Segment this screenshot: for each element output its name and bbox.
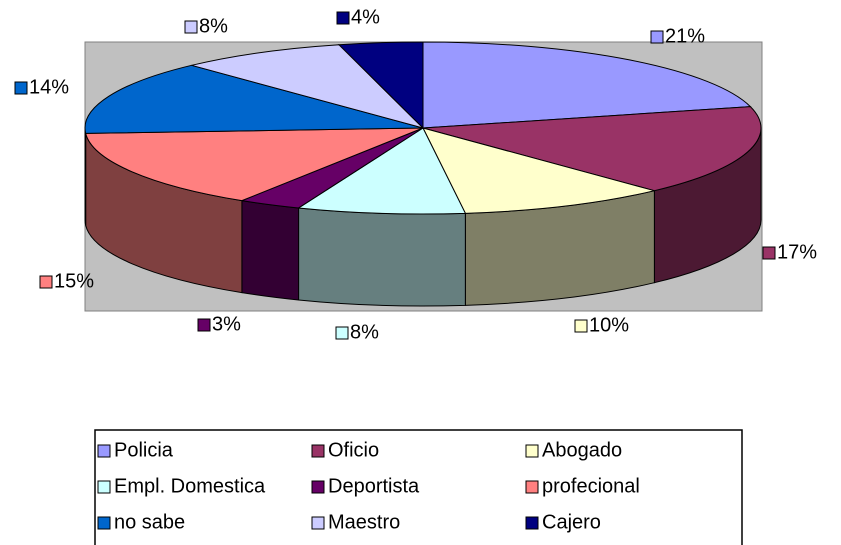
legend-label: Empl. Domestica: [114, 475, 266, 497]
legend-key: [311, 480, 325, 494]
legend-key: [97, 444, 111, 458]
data-label: 3%: [212, 313, 241, 335]
legend-key: [97, 480, 111, 494]
legend-label: Deportista: [328, 475, 420, 497]
legend-key: [97, 516, 111, 530]
legend: [94, 429, 743, 545]
legend-key: [525, 480, 539, 494]
legend-key: [525, 444, 539, 458]
legend-key: [311, 444, 325, 458]
label-key: [197, 318, 211, 332]
label-key: [14, 81, 28, 95]
data-label: 8%: [199, 15, 228, 37]
data-label: 17%: [777, 241, 817, 263]
slice: [84, 64, 424, 134]
data-label: 15%: [54, 270, 94, 292]
label-key: [335, 326, 349, 340]
slice: [297, 127, 467, 215]
label-key: [650, 30, 664, 44]
data-label: 14%: [29, 76, 69, 98]
label-key: [184, 20, 198, 34]
slice: [422, 41, 752, 129]
slice: [422, 106, 762, 192]
label-key: [762, 246, 776, 260]
data-label: 10%: [589, 314, 629, 336]
label-key: [39, 275, 53, 289]
legend-label: Maestro: [328, 511, 400, 533]
legend-key: [311, 516, 325, 530]
label-key: [336, 11, 350, 25]
slice-side: [84, 127, 87, 226]
legend-label: Policia: [114, 439, 174, 461]
legend-label: Abogado: [542, 439, 622, 461]
legend-label: Oficio: [328, 439, 379, 461]
legend-label: no sabe: [114, 511, 185, 533]
legend-label: Cajero: [542, 511, 601, 533]
slice: [337, 41, 424, 130]
legend-label: profecional: [542, 475, 640, 497]
slice: [85, 127, 424, 202]
slice-side: [298, 207, 466, 307]
data-label: 8%: [350, 321, 379, 343]
data-label: 21%: [665, 25, 705, 47]
label-key: [574, 319, 588, 333]
data-label: 4%: [351, 6, 380, 28]
slice: [191, 44, 425, 129]
legend-key: [525, 516, 539, 530]
slice: [422, 127, 655, 214]
slice-side: [241, 200, 300, 301]
